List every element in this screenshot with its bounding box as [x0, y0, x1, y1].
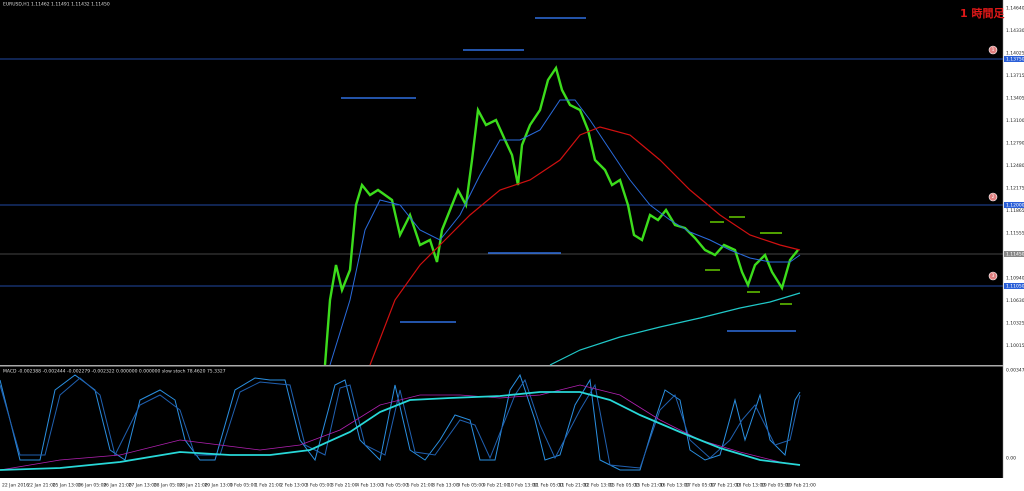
time-tick: 27 Jan 13:00 — [129, 483, 158, 489]
level-label: 1.13750 — [1006, 57, 1024, 63]
zone-segments — [341, 17, 796, 332]
level-label: 1.11050 — [1006, 284, 1024, 290]
price — [323, 65, 799, 366]
price-tick: 1.10325 — [1006, 321, 1024, 327]
time-tick: 25 Jan 13:00 — [53, 483, 82, 489]
level-tag — [1004, 202, 1024, 208]
time-tick: 9 Feb 21:00 — [483, 483, 510, 489]
time-tick: 17 Feb 05:00 — [685, 483, 715, 489]
indicator-tick: 0.00 — [1006, 456, 1016, 462]
symbol-line: EURUSD,H1 1.11462 1.11491 1.11432 1.1145… — [3, 2, 110, 8]
time-tick: 12 Feb 13:00 — [584, 483, 614, 489]
level-tag — [1004, 56, 1024, 62]
stoch-main — [0, 373, 801, 471]
price-tick: 1.13715 — [1006, 73, 1024, 79]
price-tick: 1.11865 — [1006, 208, 1024, 214]
time-tick: 2 Feb 13:00 — [280, 483, 307, 489]
price-tick: 1.14025 — [1006, 51, 1024, 57]
price-axis-bg — [1004, 0, 1024, 491]
time-tick: 19 Feb 05:00 — [761, 483, 791, 489]
level-marker-text: 2 — [992, 194, 995, 199]
time-tick: 15 Feb 21:00 — [635, 483, 665, 489]
level-marker-text: 3 — [992, 273, 995, 278]
time-tick: 26 Jan 21:00 — [103, 483, 132, 489]
time-tick: 16 Feb 13:00 — [660, 483, 690, 489]
green-segments — [705, 216, 792, 305]
level-marker — [988, 45, 998, 55]
ma-mid — [369, 126, 801, 366]
time-tick: 11 Feb 21:00 — [559, 483, 589, 489]
time-tick: 17 Feb 21:00 — [710, 483, 740, 489]
price-tick: 1.12480 — [1006, 163, 1024, 169]
level-lines — [0, 58, 1003, 287]
price-tick: 1.13100 — [1006, 118, 1024, 124]
time-tick: 28 Jan 21:00 — [179, 483, 208, 489]
price-tick: 1.12175 — [1006, 186, 1024, 192]
stoch-signal — [0, 377, 801, 469]
price-tick: 1.10630 — [1006, 298, 1024, 304]
time-tick: 11 Feb 05:00 — [533, 483, 563, 489]
time-tick: 22 Jan 21:00 — [27, 483, 56, 489]
time-tick: 1 Feb 21:00 — [255, 483, 282, 489]
time-tick: 18 Feb 13:00 — [736, 483, 766, 489]
level-label: 1.11450 — [1006, 252, 1024, 258]
time-tick: 8 Feb 13:00 — [432, 483, 459, 489]
level-marker — [988, 271, 998, 281]
time-tick: 1 Feb 05:00 — [230, 483, 257, 489]
time-tick: 5 Feb 05:00 — [382, 483, 409, 489]
time-tick: 10 Feb 13:00 — [508, 483, 538, 489]
time-tick: 9 Feb 05:00 — [457, 483, 484, 489]
price-tick: 1.11555 — [1006, 231, 1024, 237]
time-tick: 19 Feb 21:00 — [786, 483, 816, 489]
price-tick: 1.14640 — [1006, 6, 1024, 12]
time-tick: 5 Feb 21:00 — [407, 483, 434, 489]
time-tick: 22 Jan 2016 — [2, 483, 29, 489]
price-tick: 1.13405 — [1006, 96, 1024, 102]
ma-slow — [549, 292, 801, 366]
price-tick: 1.10015 — [1006, 343, 1024, 349]
time-tick: 26 Jan 05:00 — [78, 483, 107, 489]
time-axis-bg — [0, 478, 1004, 491]
level-tag — [1004, 251, 1024, 257]
time-tick: 29 Jan 13:00 — [204, 483, 233, 489]
time-tick: 15 Feb 05:00 — [609, 483, 639, 489]
level-label: 1.12000 — [1006, 203, 1024, 209]
chart-bg — [0, 0, 1003, 478]
price-tick: 1.10940 — [1006, 276, 1024, 282]
ma-fast — [329, 99, 801, 366]
separator — [0, 365, 1003, 367]
time-tick: 3 Feb 05:00 — [306, 483, 333, 489]
price-tick: 1.14330 — [1006, 28, 1024, 34]
time-tick: 3 Feb 21:00 — [331, 483, 358, 489]
indicator-header: MACD -0.002388 -0.002444 -0.002279 -0.00… — [3, 369, 226, 375]
indicator-tick: 0.00347 — [1006, 368, 1024, 374]
level-marker — [988, 192, 998, 202]
level-marker-text: 1 — [992, 47, 995, 52]
price-tick: 1.12790 — [1006, 141, 1024, 147]
timeframe-label: 1 時間足 — [960, 6, 1005, 20]
time-tick: 4 Feb 13:00 — [356, 483, 383, 489]
time-tick: 28 Jan 05:00 — [154, 483, 183, 489]
macd-main — [0, 391, 801, 471]
level-tag — [1004, 283, 1024, 289]
